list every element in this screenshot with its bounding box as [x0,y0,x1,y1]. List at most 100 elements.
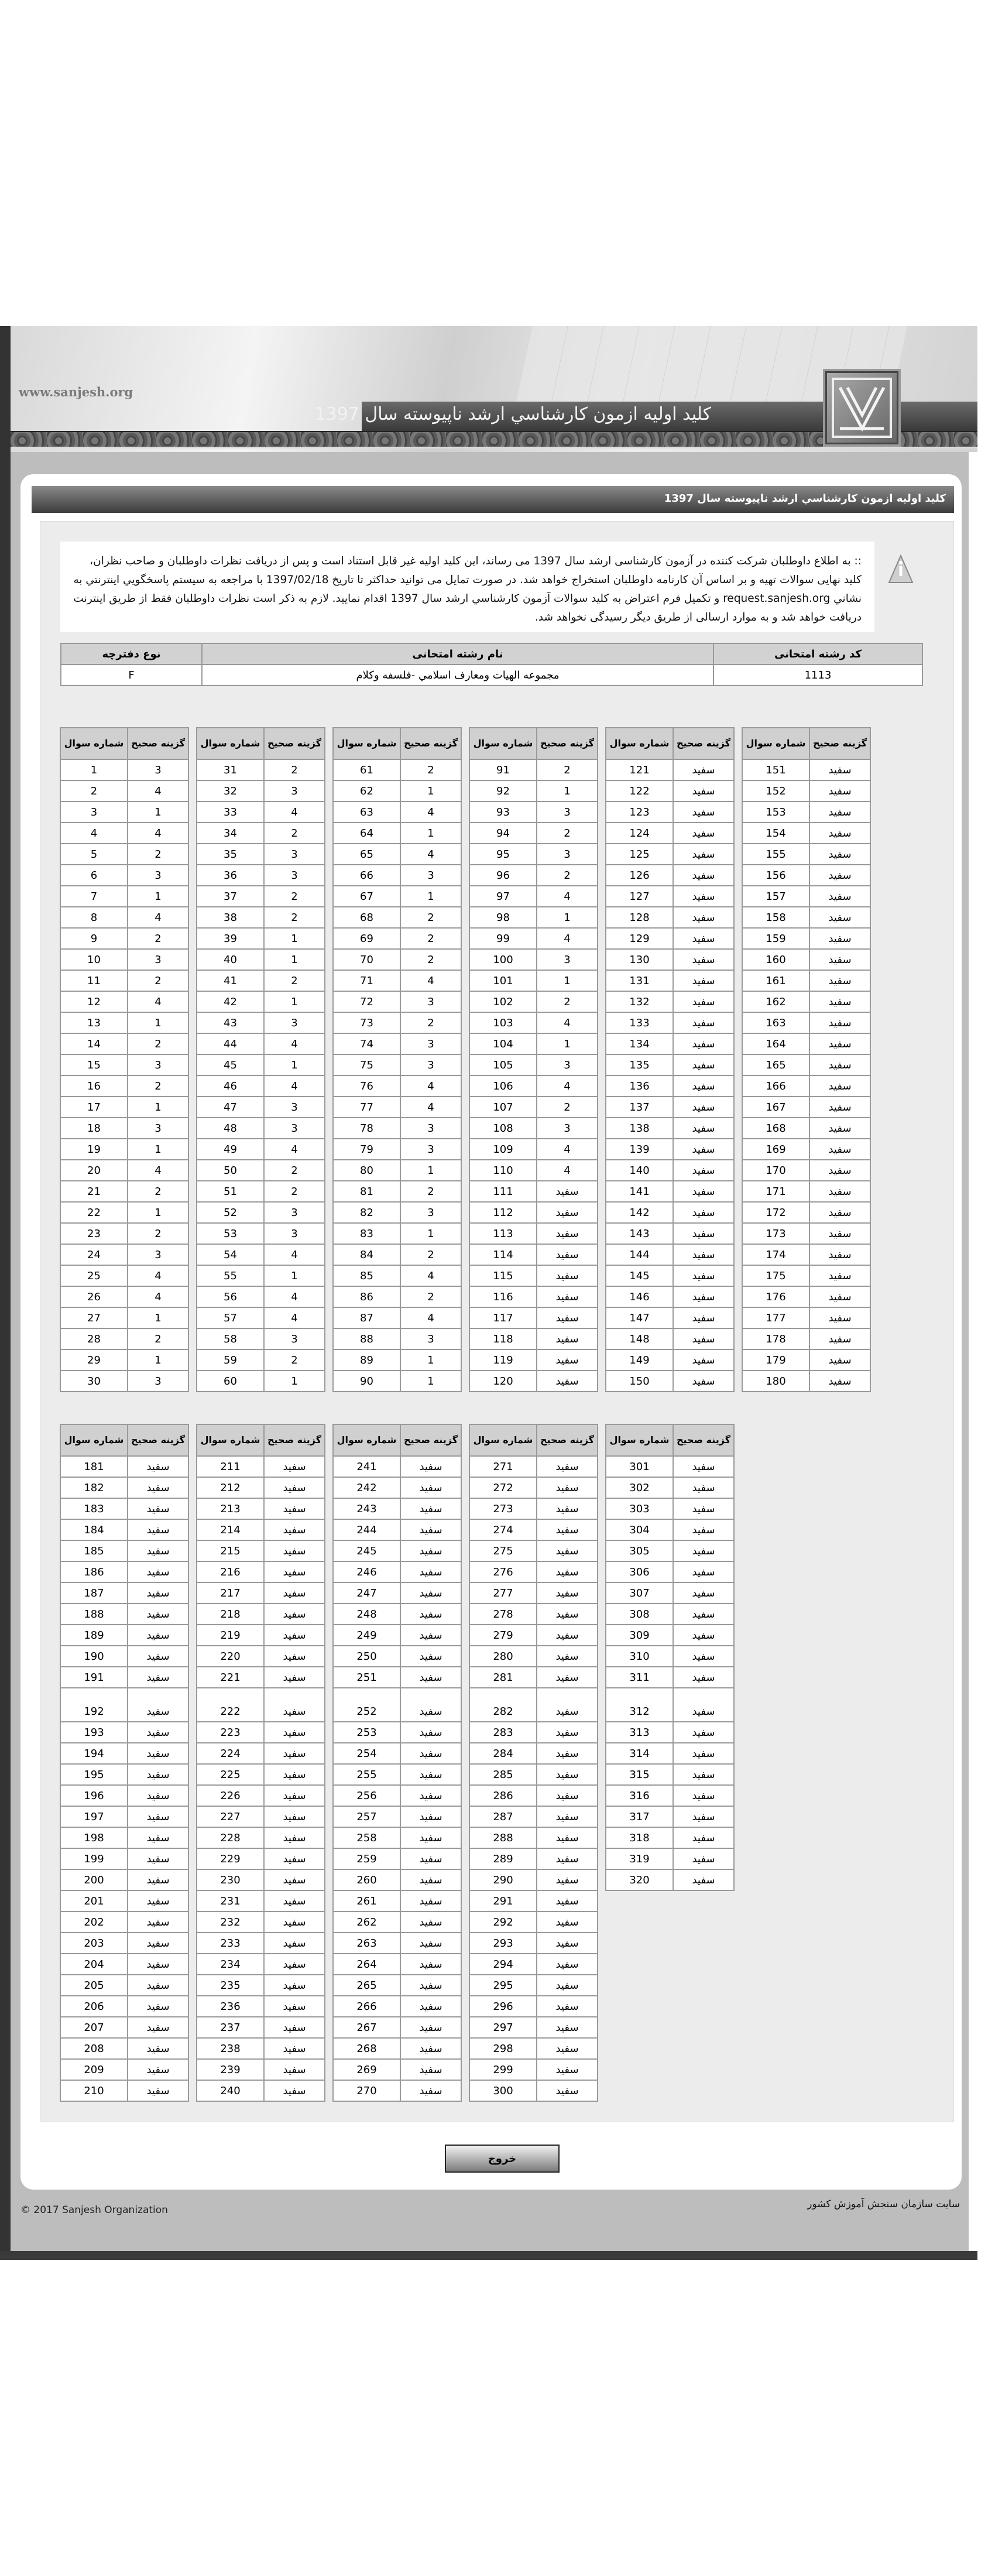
correct-answer: سفید [127,1721,189,1743]
table-row: 189 سفید [60,1624,189,1646]
correct-answer: 2 [263,906,325,929]
correct-answer: 2 [536,759,598,781]
table-row: 40 1 [196,948,325,971]
question-number: 216 [196,1561,265,1583]
correct-answer: 2 [263,1180,325,1203]
correct-answer: سفید [263,1742,325,1765]
question-number: 6 [60,864,128,886]
table-row: 260 سفید [332,1869,462,1891]
correct-answer: 3 [127,948,189,971]
correct-answer: سفید [673,1763,735,1786]
question-number: 180 [742,1370,810,1392]
table-row: 194 سفید [60,1742,189,1765]
question-number: 182 [60,1477,128,1499]
question-number: 307 [605,1582,674,1604]
correct-answer: سفید [536,1784,598,1807]
table-row: 313 سفید [605,1721,735,1743]
left-border [0,326,11,2260]
question-number: 148 [605,1328,674,1350]
question-number: 5 [60,843,128,865]
question-number: 146 [605,1286,674,1308]
table-row: 202 سفید [60,1911,189,1933]
question-number: 171 [742,1180,810,1203]
table-row: 103 4 [469,1012,598,1034]
question-number: 211 [196,1455,265,1478]
correct-answer: 1 [127,1307,189,1329]
table-row: 21 2 [60,1180,189,1203]
question-number: 173 [742,1222,810,1245]
correct-answer: سفید [673,1159,735,1181]
correct-answer: سفید [809,1201,871,1224]
question-number: 207 [60,2016,128,2039]
correct-answer: سفید [673,1721,735,1743]
exit-button[interactable]: خروج [445,2145,560,2173]
table-row: 88 3 [332,1328,462,1350]
question-number: 106 [469,1075,537,1097]
correct-answer: سفید [809,759,871,781]
question-number: 280 [469,1645,537,1667]
notice-text: :: به اطلاع داوطلبان شرکت کننده در آزمون… [73,555,862,624]
question-number: 66 [332,864,401,886]
question-number: 145 [605,1265,674,1287]
question-number: 20 [60,1159,128,1181]
question-number: 298 [469,2037,537,2060]
correct-answer: 2 [127,1180,189,1203]
question-number: 22 [60,1201,128,1224]
correct-answer: سفید [127,1911,189,1933]
question-number: 240 [196,2080,265,2102]
correct-answer: 3 [263,1012,325,1034]
question-number: 228 [196,1827,265,1849]
question-number: 163 [742,1012,810,1034]
table-row: 183 سفید [60,1498,189,1520]
table-row: 304 سفید [605,1519,735,1541]
table-row: 108 3 [469,1117,598,1139]
correct-answer: سفید [809,822,871,844]
table-row: 152 سفید [742,780,871,802]
correct-answer: سفید [263,2080,325,2102]
table-row: 29 1 [60,1349,189,1371]
question-number: 115 [469,1265,537,1287]
correct-answer: 2 [127,1033,189,1055]
correct-answer: 1 [127,1012,189,1034]
table-row: 283 سفید [469,1721,598,1743]
correct-answer: سفید [127,1806,189,1828]
table-row: 126 سفید [605,864,735,886]
correct-answer: سفید [263,1784,325,1807]
correct-answer: 4 [400,970,462,992]
table-row: 149 سفید [605,1349,735,1371]
correct-answer: سفید [400,1603,462,1625]
correct-answer: سفید [673,1222,735,1245]
correct-answer: سفید [536,1827,598,1849]
question-number: 310 [605,1645,674,1667]
correct-answer: 4 [263,1286,325,1308]
table-row: 266 سفید [332,1995,462,2017]
question-number: 116 [469,1286,537,1308]
question-number: 59 [196,1349,265,1371]
table-row: 17 1 [60,1096,189,1118]
table-row: 59 2 [196,1349,325,1371]
question-number: 153 [742,801,810,823]
correct-answer: سفید [263,1645,325,1667]
question-number: 43 [196,1012,265,1034]
table-row: 50 2 [196,1159,325,1181]
question-number: 110 [469,1159,537,1181]
table-row: 218 سفید [196,1603,325,1625]
table-row: 27 1 [60,1307,189,1329]
organization-site-link[interactable]: سایت سازمان سنجش آموزش کشور [807,2198,960,2210]
table-row: 73 2 [332,1012,462,1034]
correct-answer: سفید [127,1645,189,1667]
question-number: 223 [196,1721,265,1743]
correct-answer: سفید [673,1784,735,1807]
table-row: 158 سفید [742,906,871,929]
question-number: 92 [469,780,537,802]
question-number: 18 [60,1117,128,1139]
question-number-header: شماره سوال [605,727,674,760]
correct-answer: سفید [263,1763,325,1786]
table-row: 201 سفید [60,1890,189,1912]
correct-answer: 1 [127,1096,189,1118]
answer-table: شماره سوال گزینه صحیح 121 سفید 122 سفید 123 سفی… [605,727,735,1392]
correct-answer: 3 [263,1201,325,1224]
table-row: 184 سفید [60,1519,189,1541]
table-row: 60 1 [196,1370,325,1392]
correct-answer: سفید [400,1974,462,1996]
